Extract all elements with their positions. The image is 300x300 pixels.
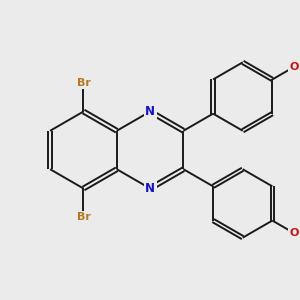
Text: Br: Br <box>76 78 90 88</box>
Text: O: O <box>290 61 299 72</box>
Text: N: N <box>145 182 155 195</box>
Text: Br: Br <box>76 212 90 222</box>
Text: N: N <box>145 105 155 118</box>
Text: O: O <box>290 228 299 239</box>
